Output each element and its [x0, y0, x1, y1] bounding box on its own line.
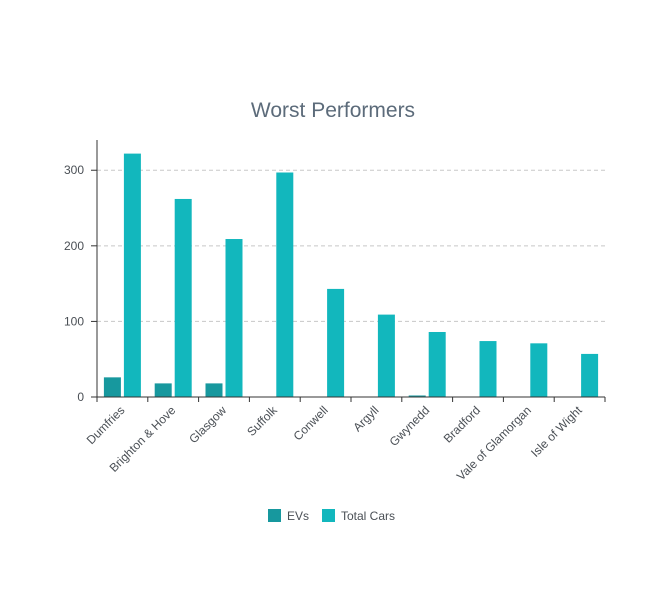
x-tick-label: Argyll	[350, 403, 381, 434]
legend-swatch-evs[interactable]	[268, 509, 281, 522]
y-tick-label: 0	[77, 390, 84, 404]
bar-total-cars-dumfries	[123, 153, 141, 397]
x-tick-label: Suffolk	[244, 403, 280, 439]
chart-title: Worst Performers	[251, 99, 415, 122]
y-tick-label: 300	[64, 163, 84, 177]
grid-lines	[97, 169, 605, 322]
bar-total-cars-bradford	[479, 341, 497, 397]
y-tick-label: 100	[64, 314, 84, 328]
x-tick-label: Glasgow	[186, 403, 229, 446]
bar-evs-dumfries	[103, 377, 121, 397]
y-tick-labels: 0 100 200 300	[64, 163, 84, 404]
y-tick-label: 200	[64, 239, 84, 253]
axes	[91, 140, 606, 402]
x-tick-label: Dumfries	[84, 403, 128, 447]
legend-label-total-cars[interactable]: Total Cars	[341, 509, 395, 523]
bar-total-cars-glasgow	[225, 239, 243, 397]
bar-total-cars-gwynedd	[428, 331, 446, 397]
legend-label-evs[interactable]: EVs	[287, 509, 309, 523]
x-tick-label: Isle of Wight	[528, 403, 585, 460]
x-tick-label: Gwynedd	[387, 403, 433, 449]
bar-total-cars-isle-of-wight	[581, 353, 599, 397]
bar-total-cars-vale-of-glamorgan	[530, 343, 548, 397]
bar-evs-brighton-hove	[154, 383, 172, 397]
bar-total-cars-suffolk	[276, 172, 294, 397]
bar-total-cars-brighton-hove	[174, 198, 192, 397]
bar-total-cars-conwell	[327, 288, 345, 397]
bar-total-cars-argyll	[377, 314, 395, 397]
bar-evs-glasgow	[205, 383, 223, 397]
x-tick-label: Bradford	[441, 403, 483, 445]
x-tick-label: Conwell	[291, 403, 331, 443]
legend-swatch-total-cars[interactable]	[322, 509, 335, 522]
bars	[103, 153, 599, 397]
legend: EVs Total Cars	[268, 509, 395, 523]
bar-evs-gwynedd	[408, 395, 426, 397]
